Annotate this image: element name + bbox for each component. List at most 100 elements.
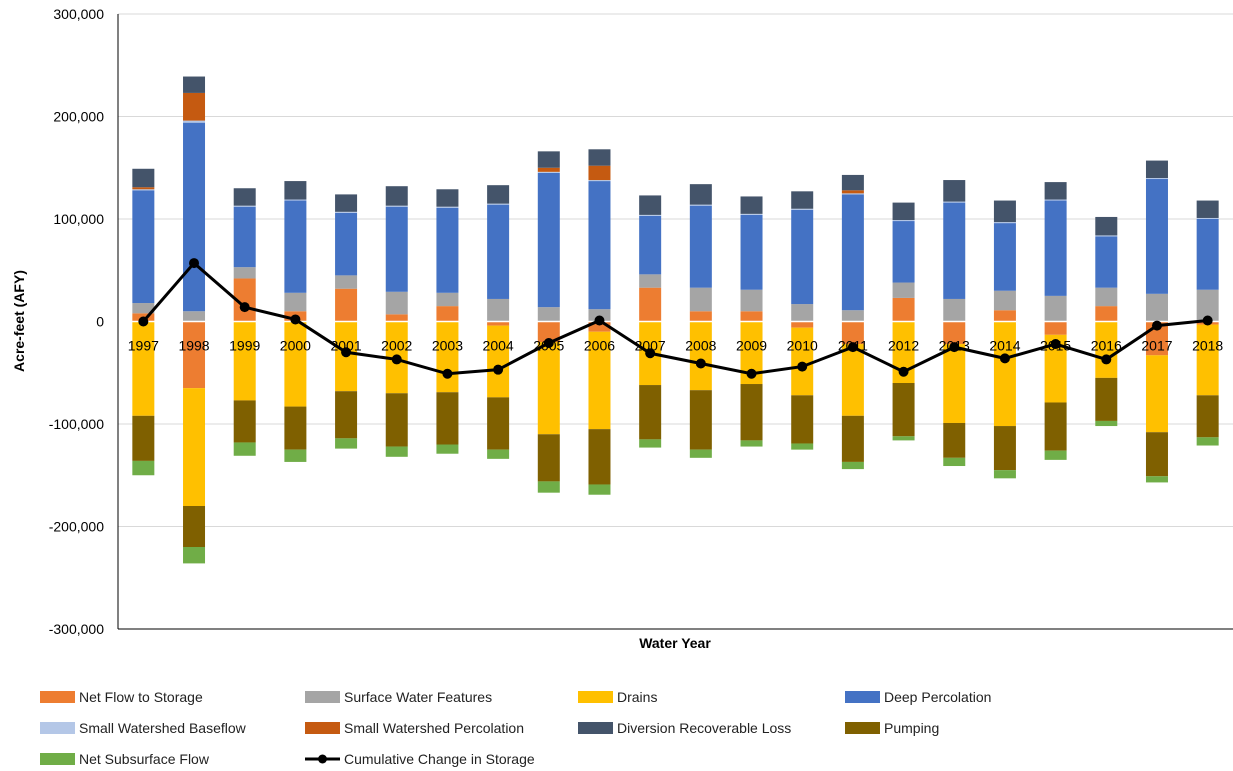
legend-item: Small Watershed Baseflow — [40, 720, 247, 736]
bar-segment — [537, 321, 560, 342]
bar-segment — [588, 165, 611, 181]
legend-swatch — [578, 722, 613, 734]
cumulative-point — [949, 342, 960, 353]
bar-segment — [385, 446, 408, 457]
bar-segment — [284, 181, 307, 200]
bar-segment — [183, 92, 206, 121]
bar-segment — [740, 384, 763, 441]
bar-segment — [1145, 293, 1168, 322]
bar-segment — [1044, 402, 1067, 451]
bar-segment — [537, 167, 560, 172]
bar-segment — [183, 388, 206, 506]
bar-segment — [1095, 235, 1118, 237]
legend-label: Cumulative Change in Storage — [344, 751, 535, 767]
bar-segment — [588, 331, 611, 430]
bar-segment — [943, 344, 966, 423]
legend-swatch — [578, 691, 613, 703]
x-tick-label: 2006 — [584, 338, 615, 354]
bar-segment — [436, 207, 459, 293]
bar-segment — [132, 187, 155, 190]
cumulative-point — [847, 342, 858, 353]
bar-segment — [183, 311, 206, 322]
bar-segment — [791, 395, 814, 444]
bar-segment — [1095, 287, 1118, 307]
bar-segment — [1044, 295, 1067, 322]
legend-item: Cumulative Change in Storage — [305, 751, 535, 767]
bar-segment — [436, 189, 459, 207]
bar-segment — [1145, 160, 1168, 178]
bar-segment — [841, 174, 864, 191]
legend-label: Deep Percolation — [884, 689, 991, 705]
bar-segment — [740, 289, 763, 312]
bar-segment — [993, 200, 1016, 223]
bar-segment — [1044, 199, 1067, 201]
x-tick-label: 1997 — [128, 338, 159, 354]
bar-segment — [791, 208, 814, 210]
bar-segment — [233, 206, 256, 268]
bar-segment — [791, 209, 814, 305]
axes — [117, 14, 1233, 630]
y-tick-label: -300,000 — [49, 621, 104, 637]
legend-swatch — [40, 722, 75, 734]
bar-segment — [791, 327, 814, 396]
legend-label: Small Watershed Percolation — [344, 720, 524, 736]
bar-segment — [1196, 200, 1219, 218]
legend-swatch — [305, 691, 340, 703]
bar-segment — [841, 321, 864, 345]
cumulative-point — [138, 316, 149, 327]
cumulative-point — [239, 302, 250, 313]
y-tick-label: 100,000 — [53, 211, 104, 227]
bar-segment — [841, 193, 864, 195]
bar-segment — [588, 180, 611, 182]
cumulative-point — [341, 347, 352, 358]
bar-segment — [183, 506, 206, 547]
bar-segment — [183, 76, 206, 93]
bar-segment — [943, 422, 966, 458]
bar-segment — [487, 397, 510, 450]
bar-segment — [740, 214, 763, 290]
legend-swatch — [40, 753, 75, 765]
bar-segment — [385, 314, 408, 322]
cumulative-line — [138, 258, 1213, 379]
bar-segment — [487, 449, 510, 459]
bar-segment — [233, 205, 256, 207]
bar-segment — [1095, 236, 1118, 288]
bar-segment — [1145, 355, 1168, 433]
bar-segment — [436, 444, 459, 454]
y-tick-label: -200,000 — [49, 519, 104, 535]
bar-segment — [1196, 395, 1219, 438]
bar-segment — [689, 204, 712, 206]
bar-segment — [639, 385, 662, 440]
bar-segment — [841, 194, 864, 311]
bar-segment — [689, 287, 712, 312]
bar-segment — [740, 321, 763, 385]
legend: Net Flow to Storage Surface Water Feature… — [40, 689, 991, 767]
bar-segment — [436, 206, 459, 208]
cumulative-point — [391, 354, 402, 365]
x-tick-label: 2007 — [635, 338, 666, 354]
x-tick-label: 2012 — [888, 338, 919, 354]
bar-segment — [588, 149, 611, 166]
cumulative-point — [543, 338, 554, 349]
bar-segment — [1044, 450, 1067, 460]
y-tick-label: 300,000 — [53, 6, 104, 22]
bar-segment — [385, 291, 408, 315]
bar-segment — [335, 211, 358, 213]
bar-segment — [385, 205, 408, 207]
bar-segment — [943, 298, 966, 322]
legend-swatch — [845, 722, 880, 734]
x-axis-title: Water Year — [639, 635, 711, 651]
bar-segment — [993, 426, 1016, 471]
cumulative-point — [1151, 320, 1162, 331]
legend-label: Net Subsurface Flow — [79, 751, 210, 767]
bar-segment — [1095, 216, 1118, 236]
bar-segment — [487, 325, 510, 398]
bar-segment — [841, 344, 864, 416]
legend-label: Drains — [617, 689, 657, 705]
y-tick-label: -100,000 — [49, 416, 104, 432]
bar-segment — [1145, 476, 1168, 483]
bar-segment — [943, 180, 966, 202]
legend-item: Deep Percolation — [845, 689, 991, 705]
x-tick-label: 2018 — [1192, 338, 1223, 354]
bar-segment — [689, 449, 712, 458]
